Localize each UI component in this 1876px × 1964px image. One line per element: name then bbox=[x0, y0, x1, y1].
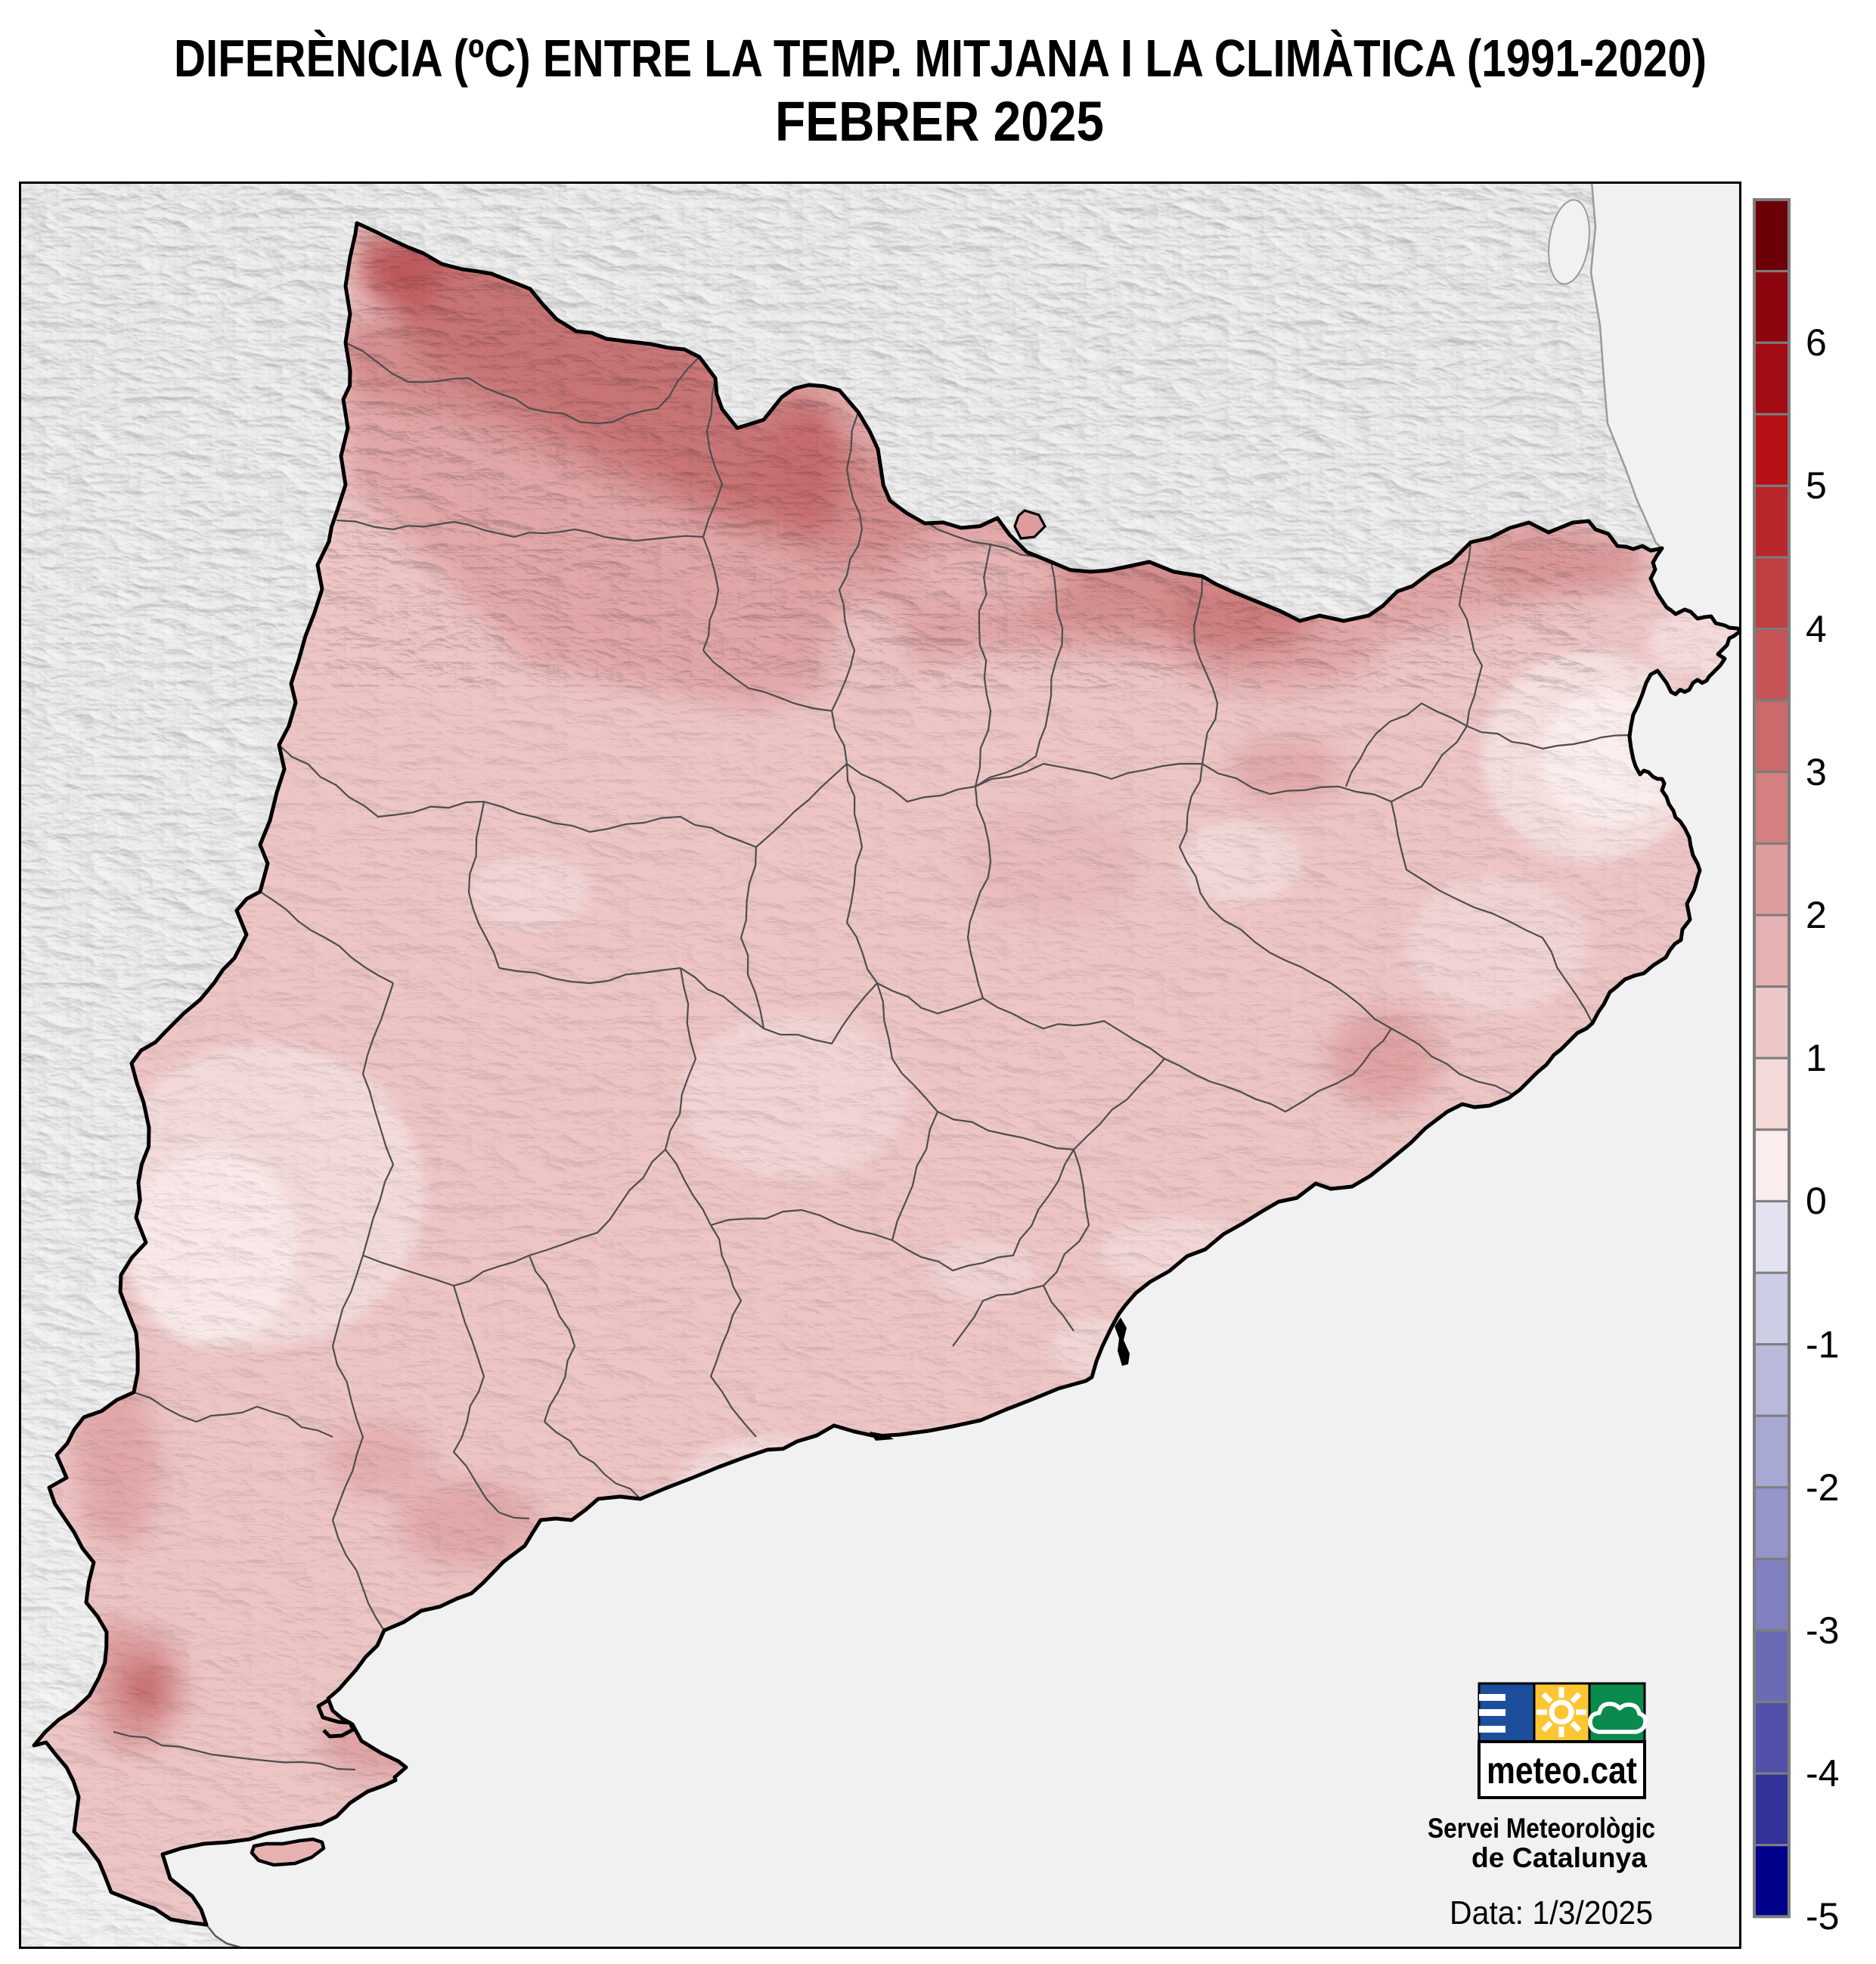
svg-text:de Catalunya: de Catalunya bbox=[1471, 1842, 1647, 1873]
svg-text:6: 6 bbox=[1806, 321, 1827, 364]
svg-text:-4: -4 bbox=[1806, 1752, 1839, 1795]
svg-text:2: 2 bbox=[1806, 894, 1827, 936]
svg-text:meteo.cat: meteo.cat bbox=[1487, 1749, 1637, 1792]
svg-text:Data: 1/3/2025: Data: 1/3/2025 bbox=[1450, 1894, 1653, 1931]
svg-text:-5: -5 bbox=[1806, 1895, 1839, 1938]
svg-text:-3: -3 bbox=[1806, 1609, 1839, 1652]
svg-text:1: 1 bbox=[1806, 1037, 1827, 1079]
svg-text:-2: -2 bbox=[1806, 1466, 1839, 1509]
svg-text:DIFERÈNCIA (ºC) ENTRE LA TEMP.: DIFERÈNCIA (ºC) ENTRE LA TEMP. MITJANA I… bbox=[174, 29, 1707, 88]
svg-text:FEBRER 2025: FEBRER 2025 bbox=[775, 90, 1104, 153]
svg-text:Servei Meteorològic: Servei Meteorològic bbox=[1428, 1813, 1655, 1844]
svg-text:5: 5 bbox=[1806, 464, 1827, 507]
svg-text:-1: -1 bbox=[1806, 1323, 1839, 1366]
svg-text:3: 3 bbox=[1806, 751, 1827, 793]
svg-text:0: 0 bbox=[1806, 1180, 1827, 1222]
svg-text:4: 4 bbox=[1806, 608, 1827, 650]
